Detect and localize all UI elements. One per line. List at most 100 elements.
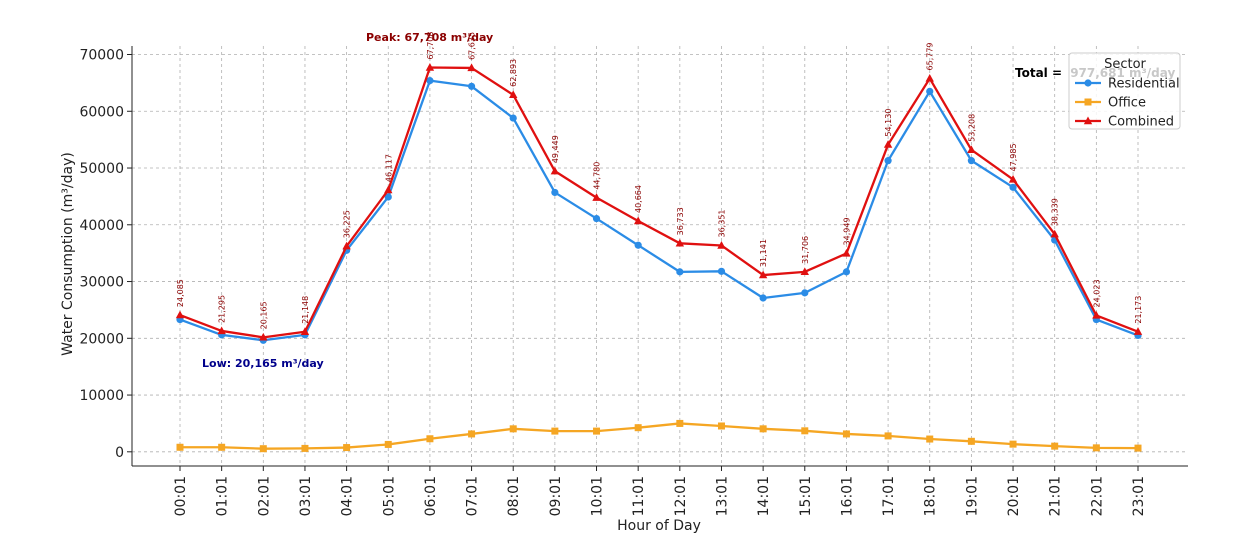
data-label-1: 21,295 (218, 295, 227, 323)
y-axis-label: Water Consumption (m³/day) (60, 152, 76, 356)
data-label-7: 67,635 (468, 32, 477, 60)
y-tick-label-1: 10000 (79, 388, 124, 404)
data-label-8: 62,893 (509, 59, 518, 87)
legend-marker-office (1084, 98, 1092, 106)
data-point-residential-16 (842, 268, 851, 276)
x-tick-label-0: 00:01 (173, 476, 189, 516)
data-point-office-13 (717, 422, 725, 430)
data-point-residential-5 (384, 193, 392, 201)
data-label-21: 38,339 (1051, 198, 1060, 226)
x-tick-label-23: 23:01 (1131, 476, 1147, 516)
x-tick-label-10: 10:01 (590, 476, 606, 516)
x-tick-label-19: 19:01 (964, 476, 980, 516)
data-point-office-4 (343, 444, 351, 452)
data-point-combined-13 (717, 240, 726, 249)
data-labels-layer: 24,085 21,295 20,165 21,148 36,225 46,117 67,7… (176, 32, 1143, 330)
data-point-residential-15 (801, 289, 809, 297)
total-label: Total = (1015, 66, 1062, 80)
data-point-residential-18 (926, 87, 934, 96)
data-point-office-10 (593, 427, 601, 435)
data-label-10: 44,780 (593, 162, 602, 190)
peak-annotation: Peak: 67,708 m³/day (366, 31, 493, 44)
data-point-combined-5 (384, 185, 393, 194)
x-tick-label-8: 08:01 (506, 476, 522, 516)
data-point-combined-14 (758, 270, 768, 279)
data-point-residential-6 (426, 77, 434, 85)
x-tick-label-15: 15:01 (798, 476, 814, 516)
legend-marker-residential (1084, 79, 1092, 87)
legend-entry-office: Office (1108, 96, 1146, 111)
x-tick-label-11: 11:01 (631, 476, 647, 516)
data-point-office-6 (426, 435, 434, 443)
data-label-22: 24,023 (1092, 279, 1101, 307)
data-point-combined-23 (1133, 327, 1143, 335)
data-point-office-21 (1051, 442, 1059, 450)
data-point-combined-10 (592, 193, 601, 201)
x-tick-label-12: 12:01 (673, 476, 689, 516)
data-point-combined-0 (175, 310, 185, 319)
data-point-residential-12 (676, 268, 684, 276)
y-tick-label-5: 50000 (79, 161, 124, 177)
y-tick-label-0: 0 (115, 445, 124, 461)
data-label-6: 67,708 (426, 32, 435, 60)
x-tick-label-7: 07:01 (465, 476, 481, 516)
data-point-residential-9 (551, 188, 559, 197)
x-tick-label-17: 17:01 (881, 476, 897, 516)
data-point-combined-21 (1050, 229, 1059, 238)
x-tick-label-20: 20:01 (1006, 476, 1022, 516)
axes-layer: 0 10000 20000 30000 40000 50000 60000 70000 00:0… (79, 46, 1188, 516)
low-annotation: Low: 20,165 m³/day (202, 357, 324, 370)
data-point-residential-10 (592, 214, 601, 223)
x-tick-label-18: 18:01 (923, 476, 939, 516)
data-point-combined-3 (300, 327, 310, 335)
y-tick-label-2: 20000 (79, 331, 124, 347)
x-tick-label-2: 02:01 (256, 476, 272, 516)
data-point-combined-16 (842, 248, 851, 257)
data-point-combined-19 (967, 145, 976, 154)
data-point-office-14 (759, 425, 767, 433)
x-tick-label-5: 05:01 (381, 476, 397, 516)
data-point-combined-6 (425, 63, 435, 71)
x-tick-label-1: 01:01 (215, 476, 231, 516)
data-point-office-19 (967, 437, 975, 445)
data-point-combined-8 (509, 90, 518, 99)
data-point-residential-14 (759, 294, 767, 302)
data-point-combined-4 (342, 241, 351, 250)
data-point-office-20 (1009, 440, 1017, 448)
data-label-13: 36,351 (717, 209, 726, 237)
data-point-office-23 (1134, 444, 1142, 452)
data-label-3: 21,148 (301, 296, 310, 324)
data-point-office-5 (384, 440, 392, 448)
data-point-residential-20 (1009, 183, 1017, 191)
data-point-office-22 (1092, 444, 1100, 452)
data-point-residential-11 (634, 241, 642, 249)
data-point-residential-17 (884, 157, 892, 165)
data-point-combined-12 (675, 238, 685, 247)
data-label-2: 20,165 (259, 301, 268, 329)
data-point-office-17 (884, 432, 892, 440)
series-line-residential (179, 79, 1139, 342)
data-label-19: 53,208 (967, 114, 976, 142)
x-tick-label-22: 22:01 (1089, 476, 1105, 516)
data-label-9: 49,449 (551, 135, 560, 163)
data-point-combined-20 (1008, 174, 1018, 183)
data-point-office-3 (301, 444, 309, 452)
x-axis-label: Hour of Day (617, 518, 701, 534)
data-point-office-15 (801, 427, 809, 435)
data-point-residential-19 (967, 157, 975, 165)
data-point-combined-18 (925, 73, 934, 82)
data-label-20: 47,985 (1009, 143, 1018, 171)
legend: Sector Residential Office Combined (1068, 52, 1181, 130)
y-tick-label-3: 30000 (79, 275, 124, 291)
legend-entry-combined: Combined (1108, 115, 1174, 130)
x-tick-label-9: 09:01 (548, 476, 564, 516)
data-point-residential-7 (467, 82, 476, 90)
data-point-office-11 (634, 424, 642, 432)
data-label-15: 31,706 (801, 236, 810, 264)
data-point-office-2 (259, 445, 267, 453)
data-label-23: 21,173 (1134, 296, 1143, 324)
data-label-12: 36,733 (676, 207, 685, 235)
total-value: 977,681 m³/day (1070, 66, 1175, 80)
x-tick-label-13: 13:01 (714, 476, 730, 516)
